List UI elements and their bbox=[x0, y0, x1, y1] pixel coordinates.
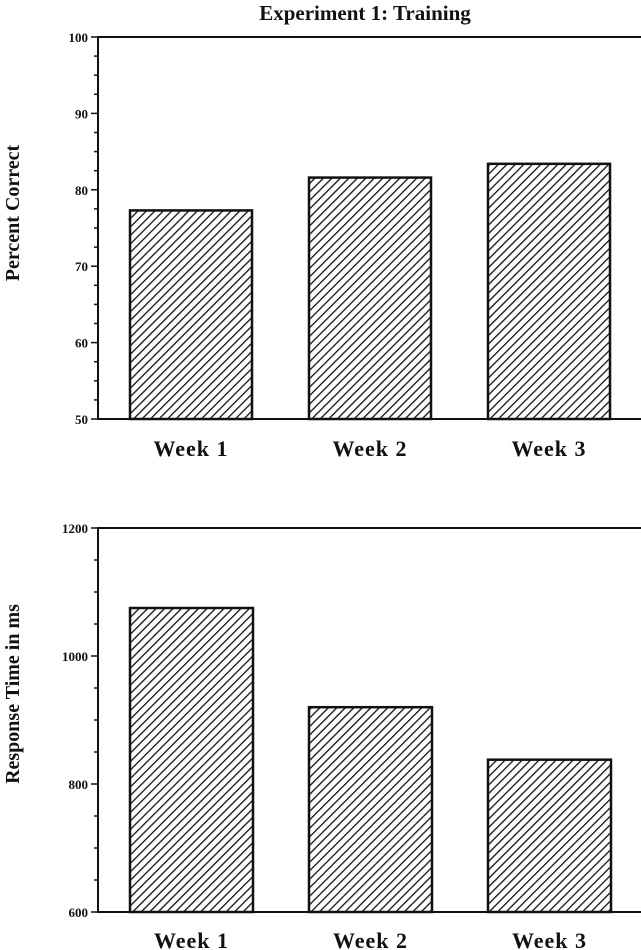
bar-series bbox=[128, 162, 612, 421]
x-category-label: Week 1 bbox=[154, 928, 229, 950]
bar-series bbox=[128, 606, 613, 914]
x-category-label: Week 1 bbox=[153, 436, 228, 461]
y-tick-label: 80 bbox=[75, 183, 88, 198]
bar-week-1 bbox=[128, 606, 255, 914]
x-category-label: Week 3 bbox=[512, 928, 587, 950]
chart-frame bbox=[97, 527, 641, 913]
y-tick-label: 1200 bbox=[62, 521, 88, 536]
y-tick-label: 800 bbox=[69, 777, 89, 792]
y-axis-label: Response Time in ms bbox=[2, 604, 24, 784]
x-axis-categories: Week 1 Week 2 Week 3 bbox=[153, 436, 586, 461]
y-tick-label: 100 bbox=[69, 30, 89, 45]
bar-week-3 bbox=[486, 162, 612, 421]
y-tick-label: 60 bbox=[75, 336, 88, 351]
y-axis-ticks: 50 60 70 80 90 100 bbox=[69, 30, 98, 427]
x-category-label: Week 2 bbox=[333, 928, 408, 950]
chart-frame bbox=[97, 36, 641, 420]
y-tick-label: 90 bbox=[75, 106, 88, 121]
x-category-label: Week 3 bbox=[511, 436, 586, 461]
bar-week-3 bbox=[486, 758, 613, 914]
y-axis-ticks: 600 800 1000 1200 bbox=[62, 521, 98, 920]
y-axis-label: Percent Correct bbox=[2, 144, 24, 281]
bar-week-2 bbox=[307, 705, 434, 914]
y-tick-label: 600 bbox=[69, 905, 89, 920]
y-tick-label: 1000 bbox=[62, 649, 88, 664]
y-tick-label: 70 bbox=[75, 259, 88, 274]
y-tick-label: 50 bbox=[75, 412, 88, 427]
bar-week-2 bbox=[307, 176, 433, 421]
x-axis-categories: Week 1 Week 2 Week 3 bbox=[154, 928, 587, 950]
x-category-label: Week 2 bbox=[332, 436, 407, 461]
figure-title: Experiment 1: Training bbox=[259, 1, 471, 25]
bar-week-1 bbox=[128, 209, 254, 421]
response-time-chart: Response Time in ms 600 800 1000 1200 Week … bbox=[2, 521, 641, 950]
